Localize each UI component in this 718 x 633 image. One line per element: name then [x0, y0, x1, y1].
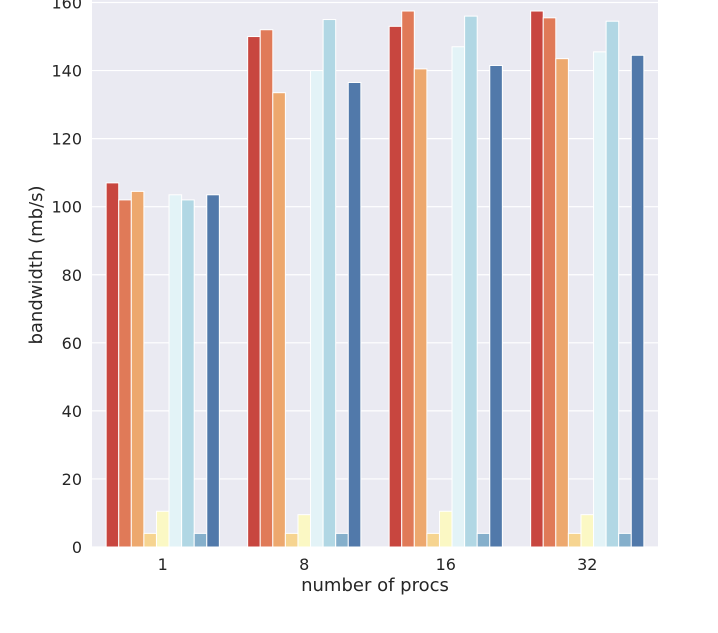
bar — [593, 51, 607, 548]
bar — [451, 46, 466, 548]
y-tick-label: 20 — [62, 470, 82, 489]
y-tick-label: 60 — [62, 334, 82, 353]
bar — [310, 70, 324, 548]
y-tick-label: 120 — [51, 130, 82, 149]
x-tick-label: 8 — [299, 555, 309, 574]
x-tick-label: 16 — [436, 555, 456, 574]
bar — [193, 532, 208, 548]
bar — [297, 514, 312, 548]
y-tick-label: 160 — [51, 0, 82, 13]
x-tick-label: 1 — [158, 555, 168, 574]
bar — [284, 532, 299, 548]
bar — [618, 532, 632, 548]
bar — [555, 58, 569, 548]
bar — [247, 36, 261, 548]
bar — [105, 182, 120, 548]
bar — [335, 532, 349, 548]
bar — [489, 64, 503, 548]
x-tick-labels: 1 8 16 32 — [158, 555, 598, 574]
y-tick-label: 140 — [51, 62, 82, 81]
bar — [438, 510, 453, 548]
bar — [413, 68, 428, 548]
bar — [476, 532, 491, 548]
x-axis-label: number of procs — [301, 575, 449, 596]
y-tick-label: 40 — [62, 402, 82, 421]
bar — [347, 81, 362, 548]
bar — [322, 19, 337, 548]
y-tick-label: 100 — [51, 198, 82, 217]
bar — [130, 190, 145, 548]
bar — [530, 10, 544, 548]
bar — [168, 194, 183, 548]
bar — [605, 20, 620, 548]
bar — [118, 199, 132, 548]
x-tick-label: 32 — [577, 555, 597, 574]
bar — [567, 532, 582, 548]
bar — [542, 17, 557, 548]
bars — [105, 10, 645, 548]
y-tick-label: 80 — [62, 266, 82, 285]
bar — [206, 194, 220, 548]
bar — [181, 199, 195, 548]
bar — [272, 92, 286, 548]
bar — [259, 29, 274, 548]
bar — [426, 532, 440, 548]
bar — [143, 532, 157, 548]
bar — [630, 54, 645, 548]
bar — [580, 514, 595, 548]
bar — [388, 25, 403, 548]
y-tick-label: 0 — [72, 538, 82, 557]
bar — [464, 15, 478, 548]
y-axis-label: bandwidth (mb/s) — [26, 185, 47, 344]
y-tick-labels: 0 20 40 60 80 100 120 140 160 — [51, 0, 82, 557]
bar — [401, 10, 415, 548]
bar — [155, 510, 170, 548]
